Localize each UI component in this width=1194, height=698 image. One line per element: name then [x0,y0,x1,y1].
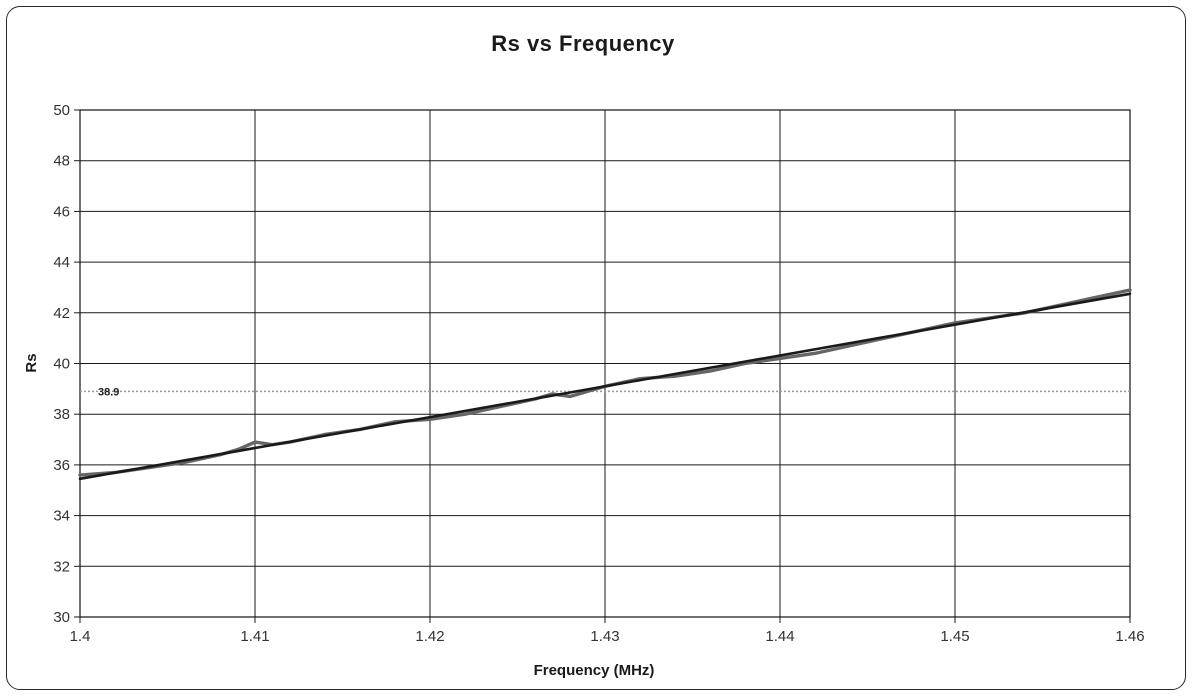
x-tick-label: 1.41 [240,628,269,645]
y-tick-label: 36 [53,457,70,474]
x-tick-label: 1.45 [940,628,969,645]
y-tick-label: 46 [53,203,70,220]
y-tick-label: 42 [53,305,70,322]
x-tick-label: 1.46 [1115,628,1144,645]
y-axis-label: Rs [23,353,40,372]
x-tick-label: 1.44 [765,628,794,645]
chart-frame [6,6,1186,690]
y-tick-label: 40 [53,356,70,373]
chart-title: Rs vs Frequency [491,31,675,56]
x-axis-ticks: 1.4 1.41 1.42 1.43 1.44 1.45 1.46 [70,617,1145,645]
y-tick-label: 50 [53,102,70,119]
reference-line-label: 38.9 [98,386,119,398]
y-tick-label: 48 [53,153,70,170]
reference-line-group: 38.9 [80,386,1130,398]
grid [79,109,1131,618]
series-group [78,288,1132,481]
x-axis-label: Frequency (MHz) [534,662,655,679]
y-tick-label: 32 [53,558,70,575]
trend-line [78,292,1132,481]
y-tick-label: 44 [53,254,70,271]
y-axis-ticks: 30 32 34 36 38 40 42 44 46 48 50 [53,102,80,626]
y-tick-label: 30 [53,609,70,626]
x-tick-label: 1.4 [70,628,91,645]
y-tick-label: 38 [53,406,70,423]
y-tick-label: 34 [53,508,70,525]
x-tick-label: 1.43 [590,628,619,645]
x-tick-label: 1.42 [415,628,444,645]
